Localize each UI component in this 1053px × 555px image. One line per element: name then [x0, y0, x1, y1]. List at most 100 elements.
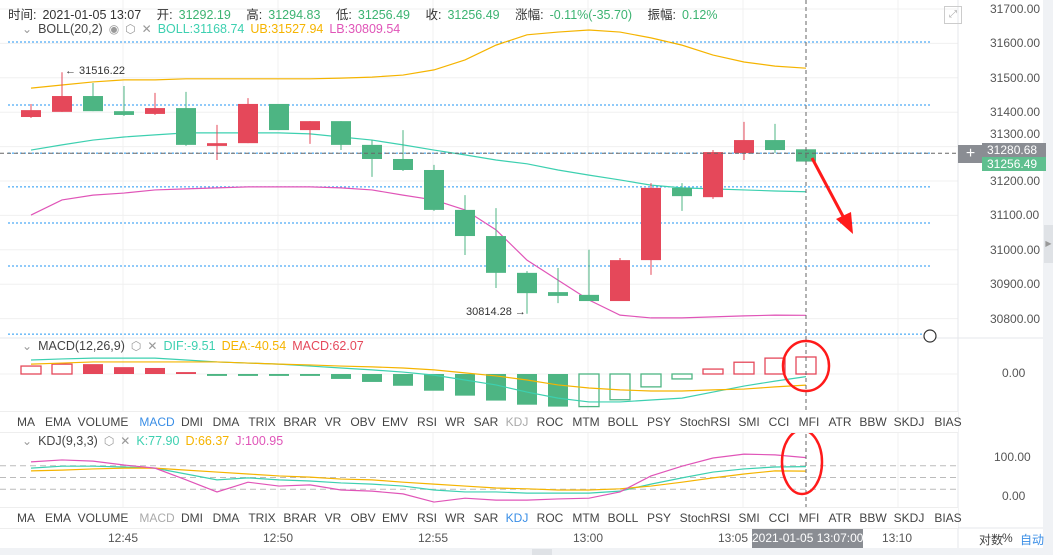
- tab-dmi[interactable]: DMI: [181, 511, 203, 525]
- tab-skdj[interactable]: SKDJ: [893, 511, 925, 525]
- crosshair: [0, 0, 958, 528]
- candle-body: [517, 272, 537, 294]
- eye-icon[interactable]: ◉: [108, 22, 120, 36]
- tab-skdj[interactable]: SKDJ: [893, 415, 925, 429]
- tab-stochrsi[interactable]: StochRSI: [679, 511, 731, 525]
- time-axis-label: 12:50: [262, 531, 294, 545]
- tab-trix[interactable]: TRIX: [248, 415, 276, 429]
- tab-kdj[interactable]: KDJ: [505, 511, 529, 525]
- bottom-panel-handle[interactable]: [532, 549, 552, 555]
- tab-emv[interactable]: EMV: [381, 511, 409, 525]
- add-order-plus-button[interactable]: +: [958, 145, 983, 163]
- tab-cci[interactable]: CCI: [768, 415, 790, 429]
- tab-bias[interactable]: BIAS: [934, 511, 962, 525]
- tab-sar[interactable]: SAR: [473, 511, 499, 525]
- tab-volume[interactable]: VOLUME: [77, 415, 129, 429]
- tab-atr[interactable]: ATR: [828, 415, 852, 429]
- log-scale-button[interactable]: 对数: [979, 533, 1004, 547]
- candle-body: [610, 260, 630, 302]
- chevron-down-icon[interactable]: ⌄: [22, 434, 33, 448]
- fullscreen-icon[interactable]: ⤢: [944, 6, 962, 24]
- tab-obv[interactable]: OBV: [350, 511, 376, 525]
- time-axis-label: 13:00: [572, 531, 604, 545]
- tab-atr[interactable]: ATR: [828, 511, 852, 525]
- kdj-axis-label-0: 0.00: [1002, 489, 1026, 503]
- candle-body: [393, 158, 413, 170]
- macd-histogram-bar: [671, 373, 693, 380]
- drawing-handle[interactable]: [923, 329, 937, 343]
- boll-legend: ⌄ BOLL(20,2) ◉ ⬡ ✕ BOLL:31168.74 UB:3152…: [22, 22, 400, 36]
- side-panel-toggle-icon[interactable]: ▶: [1044, 225, 1053, 263]
- tab-bias[interactable]: BIAS: [934, 415, 962, 429]
- price-axis-label: 30800.00: [990, 311, 1041, 326]
- tab-dma[interactable]: DMA: [212, 511, 240, 525]
- tab-mfi[interactable]: MFI: [798, 415, 820, 429]
- tab-trix[interactable]: TRIX: [248, 511, 276, 525]
- tab-volume[interactable]: VOLUME: [77, 511, 129, 525]
- tab-mtm[interactable]: MTM: [572, 511, 600, 525]
- tab-macd[interactable]: MACD: [139, 415, 175, 429]
- percent-scale-button[interactable]: %: [1002, 531, 1013, 545]
- settings-icon[interactable]: ⬡: [103, 434, 115, 448]
- settings-icon[interactable]: ⬡: [130, 339, 142, 353]
- tab-smi[interactable]: SMI: [738, 415, 760, 429]
- tab-rsi[interactable]: RSI: [416, 511, 438, 525]
- macd-histogram-bar: [145, 367, 165, 374]
- tab-ma[interactable]: MA: [17, 415, 35, 429]
- time-axis-label: 13:05: [717, 531, 749, 545]
- tab-smi[interactable]: SMI: [738, 511, 760, 525]
- tab-wr[interactable]: WR: [445, 511, 465, 525]
- tab-mtm[interactable]: MTM: [572, 415, 600, 429]
- tab-psy[interactable]: PSY: [646, 415, 672, 429]
- settings-icon[interactable]: ⬡: [125, 22, 136, 36]
- crosshair-price-label: 31280.68: [982, 143, 1046, 157]
- tab-cci[interactable]: CCI: [768, 511, 790, 525]
- tab-brar[interactable]: BRAR: [283, 415, 317, 429]
- close-icon[interactable]: ✕: [147, 339, 158, 353]
- tab-ema[interactable]: EMA: [44, 511, 72, 525]
- tab-kdj[interactable]: KDJ: [505, 415, 529, 429]
- chevron-down-icon[interactable]: ⌄: [22, 22, 33, 36]
- price-axis-label: 31100.00: [990, 208, 1040, 223]
- tab-rsi[interactable]: RSI: [416, 415, 438, 429]
- tab-vr[interactable]: VR: [324, 415, 342, 429]
- macd-histogram-bar: [764, 357, 786, 375]
- tab-ema[interactable]: EMA: [44, 415, 72, 429]
- time-axis-label: 12:55: [417, 531, 449, 545]
- tab-sar[interactable]: SAR: [473, 415, 499, 429]
- tab-vr[interactable]: VR: [324, 511, 342, 525]
- tab-roc[interactable]: ROC: [536, 415, 564, 429]
- candle-body: [238, 103, 258, 144]
- tab-brar[interactable]: BRAR: [283, 511, 317, 525]
- auto-scale-button[interactable]: 自动: [1020, 533, 1045, 547]
- candle-body: [83, 96, 103, 112]
- tab-dmi[interactable]: DMI: [181, 415, 203, 429]
- chevron-down-icon[interactable]: ⌄: [22, 339, 33, 353]
- tab-emv[interactable]: EMV: [381, 415, 409, 429]
- candle-body: [641, 187, 661, 261]
- tab-mfi[interactable]: MFI: [798, 511, 820, 525]
- tab-wr[interactable]: WR: [445, 415, 465, 429]
- tab-psy[interactable]: PSY: [646, 511, 672, 525]
- tab-stochrsi[interactable]: StochRSI: [679, 415, 731, 429]
- tab-ma[interactable]: MA: [17, 511, 35, 525]
- candle-body: [765, 140, 785, 151]
- close-icon[interactable]: ✕: [120, 434, 131, 448]
- close-icon[interactable]: ✕: [141, 22, 152, 36]
- candle-body: [703, 152, 723, 198]
- time-axis-label: 12:45: [107, 531, 139, 545]
- tab-dma[interactable]: DMA: [212, 415, 240, 429]
- tab-bbw[interactable]: BBW: [859, 511, 887, 525]
- tab-macd[interactable]: MACD: [139, 511, 175, 525]
- boll-name: BOLL(20,2): [38, 22, 103, 36]
- tab-boll[interactable]: BOLL: [607, 511, 639, 525]
- tab-roc[interactable]: ROC: [536, 511, 564, 525]
- tab-obv[interactable]: OBV: [350, 415, 376, 429]
- j-value: J:100.95: [235, 434, 284, 448]
- tab-bbw[interactable]: BBW: [859, 415, 887, 429]
- candle-body: [486, 236, 506, 273]
- dif-line: [30, 357, 807, 403]
- tab-boll[interactable]: BOLL: [607, 415, 639, 429]
